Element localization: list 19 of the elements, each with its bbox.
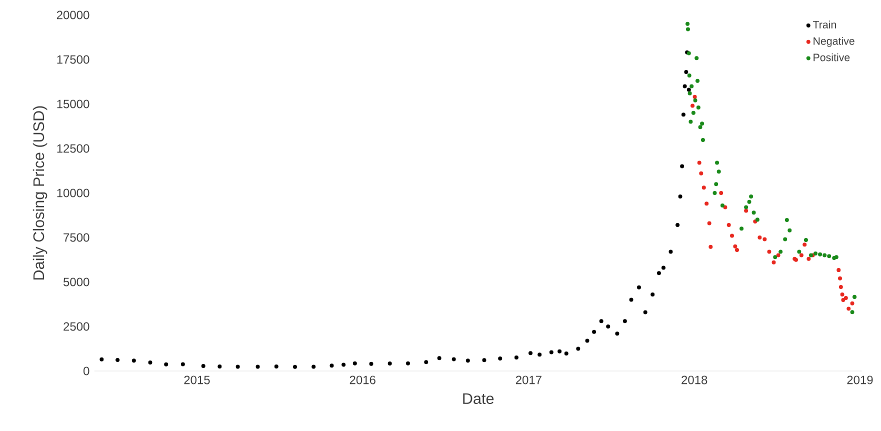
legend-label: Train	[812, 20, 836, 28]
y-axis-title: Daily Closing Price (USD)	[32, 106, 48, 280]
x-tick-label: 2017	[516, 376, 542, 384]
x-tick-label: 2016	[350, 376, 376, 384]
y-tick-label: 0	[83, 366, 90, 376]
legend-label: Positive	[814, 53, 850, 62]
y-tick-label: 10000	[57, 188, 90, 198]
x-tick-label: 2019	[847, 376, 873, 384]
x-tick-label: 2018	[682, 376, 708, 384]
y-tick-label: 7500	[64, 233, 90, 242]
x-tick-label: 2015	[184, 376, 210, 384]
y-tick-label: 15000	[57, 100, 90, 108]
y-tick-label: 5000	[63, 278, 90, 286]
x-axis-title: Date	[463, 393, 494, 404]
y-tick-label: 12500	[57, 144, 90, 153]
y-tick-label: 20000	[56, 10, 90, 20]
legend-label: Negative	[814, 36, 854, 47]
y-tick-label: 17500	[57, 55, 90, 64]
y-tick-label: 2500	[64, 322, 90, 331]
